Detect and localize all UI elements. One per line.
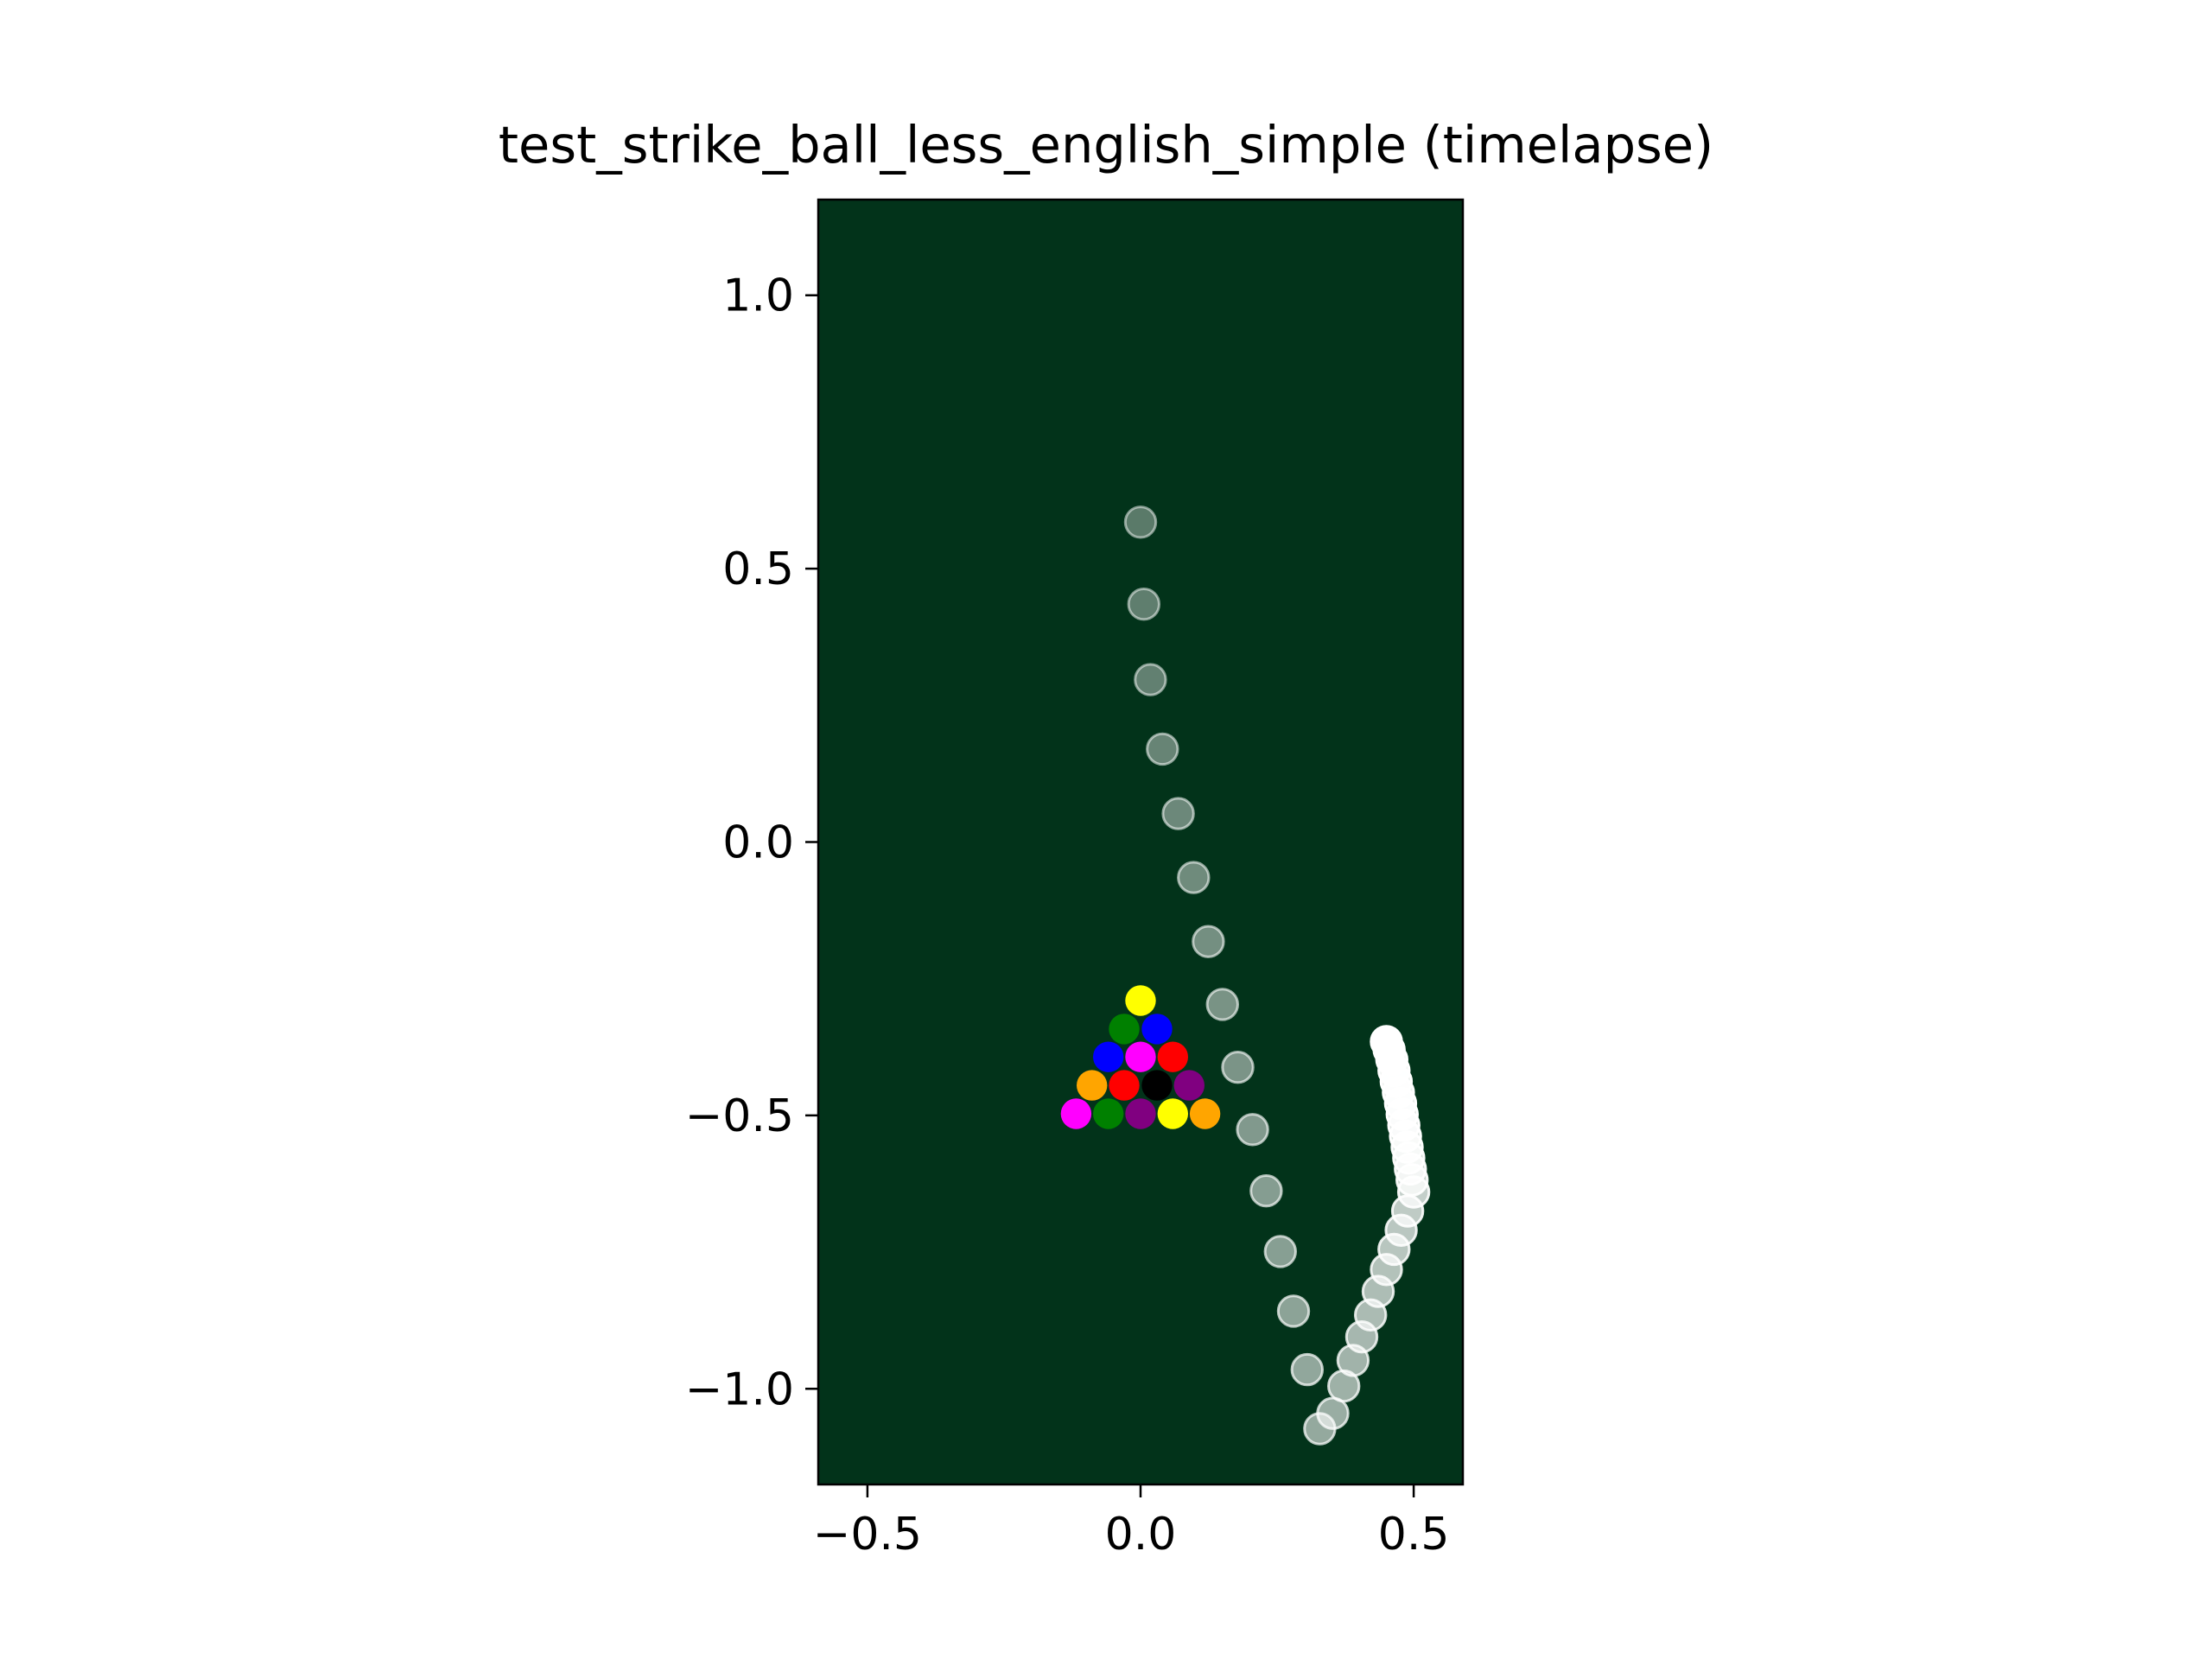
cue-ball-point	[1192, 925, 1225, 958]
cue-ball-point	[1205, 988, 1240, 1021]
rack-ball	[1125, 985, 1156, 1016]
rack-ball	[1189, 1098, 1221, 1129]
cue-ball-point	[1249, 1174, 1283, 1208]
cue-ball-point	[1263, 1235, 1298, 1268]
x-tick-label: 0.5	[1378, 1509, 1450, 1560]
cue-ball-point	[1221, 1051, 1255, 1084]
rack-ball	[1109, 1014, 1140, 1045]
cue-ball-point	[1127, 588, 1161, 621]
cue-ball-point	[1146, 732, 1179, 766]
cue-ball-point	[1370, 1025, 1403, 1058]
plot-area	[818, 200, 1463, 1484]
cue-ball-point	[1236, 1113, 1269, 1147]
cue-ball-point	[1177, 861, 1211, 894]
chart-title: test_strike_ball_less_english_simple (ti…	[498, 115, 1714, 175]
cue-ball-point	[1123, 505, 1158, 539]
cue-ball-point	[1134, 663, 1167, 696]
rack-ball	[1093, 1041, 1124, 1072]
y-tick-label: −1.0	[685, 1363, 794, 1415]
rack-ball	[1157, 1041, 1189, 1072]
rack-ball	[1125, 1041, 1156, 1072]
rack-ball	[1173, 1070, 1205, 1101]
rack-ball	[1125, 1098, 1156, 1129]
y-tick-label: 0.5	[722, 543, 794, 595]
axes: −0.5 0.0 0.5 −1.0 −0.5 0.0 0.5 1.0	[685, 270, 1450, 1560]
cue-ball-point	[1316, 1396, 1350, 1430]
y-tick-label: −0.5	[685, 1090, 794, 1142]
x-tick-label: −0.5	[813, 1509, 922, 1560]
rack-ball	[1141, 1070, 1173, 1101]
rack-ball	[1060, 1098, 1092, 1129]
rack-ball	[1109, 1070, 1140, 1101]
x-tick-label: 0.0	[1105, 1509, 1177, 1560]
rack-ball	[1093, 1098, 1124, 1129]
rack-ball	[1077, 1070, 1108, 1101]
y-tick-label: 0.0	[722, 817, 794, 869]
rack-ball	[1157, 1098, 1189, 1129]
cue-ball-point	[1290, 1352, 1325, 1387]
y-tick-label: 1.0	[722, 270, 794, 322]
rack-ball	[1141, 1014, 1173, 1045]
chart-marks	[1060, 505, 1431, 1446]
cue-ball-point	[1161, 797, 1195, 830]
cue-ball-point	[1276, 1294, 1311, 1328]
